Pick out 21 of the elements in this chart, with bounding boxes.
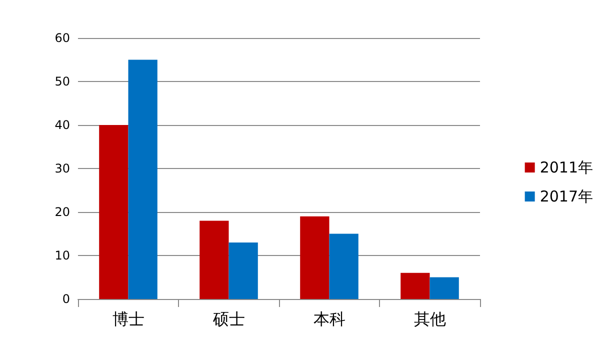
bar xyxy=(128,60,158,299)
bar xyxy=(99,125,128,299)
y-tick-label: 60 xyxy=(54,31,70,45)
legend-label: 2017年 xyxy=(540,188,594,206)
y-tick-label: 30 xyxy=(54,162,70,176)
bar xyxy=(200,220,229,299)
bar xyxy=(400,272,430,299)
y-tick-label: 20 xyxy=(54,205,70,219)
y-tick-label: 40 xyxy=(54,118,70,132)
x-tick-label: 其他 xyxy=(414,310,446,328)
bar xyxy=(430,277,459,299)
x-tick-label: 博士 xyxy=(112,310,144,328)
y-tick-label: 10 xyxy=(54,248,70,262)
y-tick-label: 50 xyxy=(54,74,70,88)
bar xyxy=(300,216,330,299)
y-tick-label: 0 xyxy=(62,292,70,306)
x-tick-label: 硕士 xyxy=(212,310,245,328)
x-tick-label: 本科 xyxy=(313,310,346,328)
bar xyxy=(228,242,258,299)
legend-label: 2011年 xyxy=(540,158,594,176)
bar xyxy=(329,234,358,299)
